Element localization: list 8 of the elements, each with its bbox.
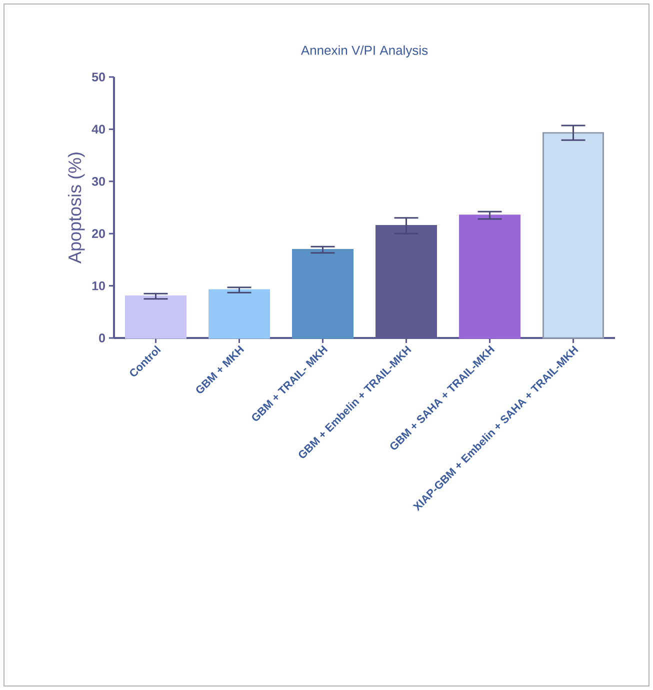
y-tick-label: 30 — [92, 176, 105, 186]
y-tick-label: 10 — [92, 281, 105, 290]
y-tick-label: 20 — [92, 229, 105, 238]
y-tick-label: 50 — [92, 72, 105, 82]
y-tick-label: 40 — [92, 124, 105, 134]
y-axis-title: Apoptosis (%) — [68, 152, 85, 264]
chart-title: Annexin V/PI Analysis — [300, 45, 428, 58]
y-tick-label: 0 — [99, 334, 105, 342]
